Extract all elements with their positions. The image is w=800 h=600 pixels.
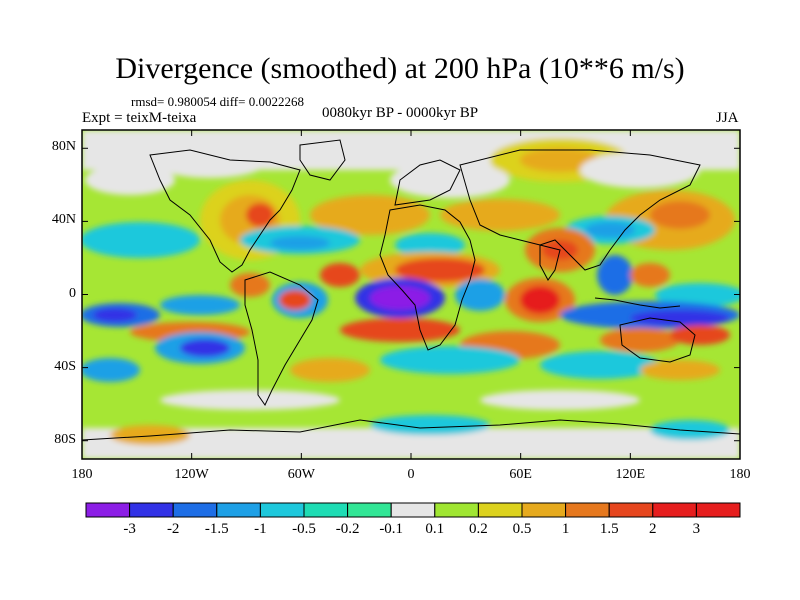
lat-tick-label: 40S (54, 358, 76, 374)
colorbar-label: 1.5 (599, 521, 619, 537)
colorbar-label: -0.2 (335, 521, 360, 537)
colorbar-label: 0.2 (469, 521, 488, 537)
colorbar-label: 0.5 (512, 521, 532, 537)
colorbar-box (172, 502, 218, 518)
season-label: JJA (716, 110, 739, 126)
colorbar-box (695, 502, 741, 518)
colorbar-box (565, 502, 610, 518)
colorbar-box (652, 502, 697, 518)
colorbar-label: -0.1 (379, 521, 404, 537)
lon-tick-label: 180 (71, 467, 93, 482)
colorbar-label: 2 (649, 521, 657, 537)
colorbar-box (521, 502, 567, 518)
map-ticks (81, 130, 741, 459)
lat-tick-label: 0 (69, 285, 76, 301)
colorbar-box (390, 502, 436, 518)
coastline-australia (619, 317, 696, 363)
coastline-greenland (299, 139, 346, 181)
colorbar-label: 0.1 (425, 521, 445, 537)
colorbar-box (216, 502, 261, 518)
coastline-asia (459, 149, 701, 271)
colorbar-label: -3 (123, 521, 136, 537)
colorbar-label: -2 (166, 521, 180, 537)
plot-title: Divergence (smoothed) at 200 hPa (10**6 … (115, 52, 685, 85)
coastline-europe (394, 159, 461, 206)
coastline-africa (379, 204, 476, 351)
lat-tick-label: 40N (51, 212, 76, 228)
colorbar-label: -1.5 (204, 521, 229, 537)
colorbar-box (259, 502, 305, 518)
lon-tick-label: 60E (509, 467, 532, 482)
coastlines (82, 139, 740, 441)
lon-tick-label: 120E (615, 467, 646, 482)
colorbar (85, 502, 741, 518)
lon-tick-label: 60W (287, 467, 315, 482)
colorbar-box (303, 502, 349, 518)
period-label: 0080kyr BP - 0000kyr BP (322, 105, 479, 121)
colorbar-label: 1 (561, 521, 570, 537)
experiment-label: Expt = teixM-teixa (82, 110, 197, 126)
lon-tick-label: 0 (407, 467, 415, 482)
coastline-south-america (244, 271, 319, 406)
colorbar-box (477, 502, 523, 518)
coastline-north-america (149, 149, 301, 273)
coastline-antarctica (82, 419, 740, 441)
stats-label: rmsd= 0.980054 diff= 0.0022268 (131, 94, 304, 109)
coastline-indonesia (594, 297, 681, 309)
colorbar-box (434, 502, 479, 518)
lon-tick-label: 120W (174, 467, 209, 482)
colorbar-label: 3 (692, 521, 701, 537)
lon-tick-label: 180 (729, 467, 751, 482)
lat-tick-label: 80S (54, 431, 76, 447)
colorbar-label: -1 (254, 521, 267, 537)
colorbar-box (608, 502, 654, 518)
lat-tick-label: 80N (51, 139, 76, 155)
coastline-india (539, 244, 561, 281)
colorbar-label: -0.5 (292, 521, 316, 537)
colorbar-box (347, 502, 392, 518)
map-panel (81, 129, 741, 460)
colorbar-box (85, 502, 131, 518)
colorbar-box (129, 502, 174, 518)
